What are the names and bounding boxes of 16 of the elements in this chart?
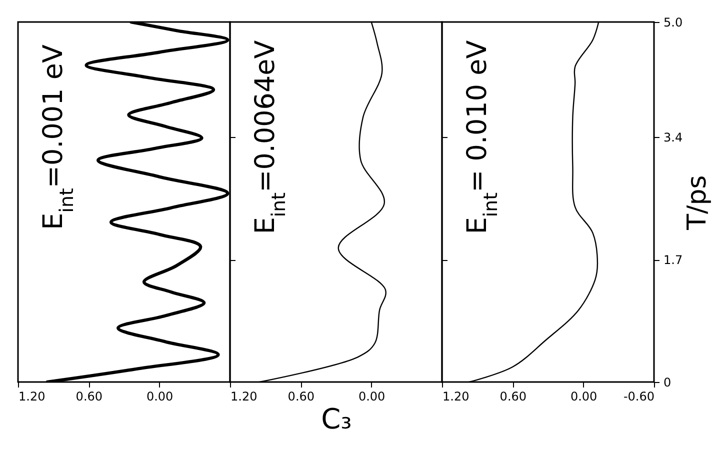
x-tick-label: 0.00 (358, 390, 386, 404)
x-tick-label: 1.20 (18, 390, 46, 404)
y-tick-label: 3.4 (664, 130, 683, 145)
x-tick-label: 0.00 (146, 390, 174, 404)
x-tick-label: 0.60 (500, 390, 527, 404)
x-axis-title: C₃ (321, 402, 352, 436)
x-tick-label: 0.60 (76, 390, 103, 404)
y-axis-title: T/ps (682, 175, 713, 231)
y-tick-label: 0 (664, 376, 672, 390)
y-tick-label: 5.0 (664, 16, 683, 30)
x-tick-label: 0.60 (288, 390, 315, 404)
x-tick-label: 1.20 (230, 390, 258, 404)
x-tick-label: 0.00 (570, 390, 598, 404)
y-tick-label: 1.7 (664, 253, 683, 268)
x-tick-label: 1.20 (442, 390, 470, 404)
x-tick-label: -0.60 (623, 390, 654, 404)
